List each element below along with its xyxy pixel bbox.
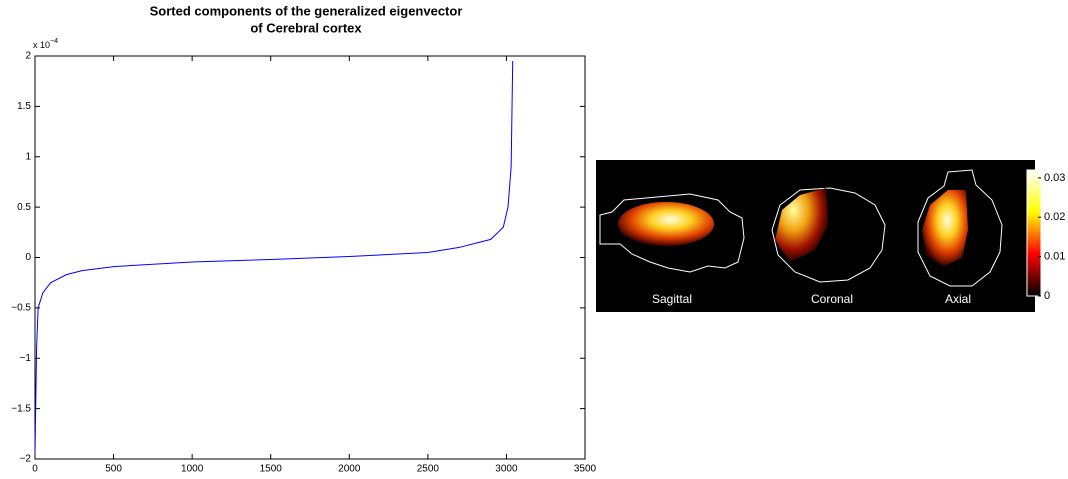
y-tick-label: 1.5: [17, 101, 31, 112]
colorbar-tick-label: 0: [1044, 290, 1050, 302]
colorbar-tick-label: 0.01: [1044, 251, 1065, 263]
chart-title: of Cerebral cortex: [250, 20, 362, 35]
brain-panel: Sagittal Coronal Axial: [596, 160, 1035, 312]
chart-title: Sorted components of the generalized eig…: [150, 3, 463, 18]
y-tick-label: 1: [25, 151, 31, 162]
colorbar-tick-label: 0.02: [1044, 211, 1065, 223]
x-tick-label: 2000: [338, 464, 361, 475]
x-tick-label: 1500: [260, 464, 283, 475]
x-tick-label: 0: [32, 464, 38, 475]
y-tick-label: −2: [20, 454, 32, 465]
x-tick-label: 500: [105, 464, 122, 475]
x-tick-label: 3000: [495, 464, 518, 475]
view-label: Axial: [945, 292, 971, 306]
colorbar: [1027, 170, 1041, 296]
y-multiplier-exponent: −4: [50, 38, 58, 45]
x-tick-label: 3500: [574, 464, 597, 475]
page: Sagittal Coronal Axial Sorted components…: [0, 0, 1068, 479]
y-tick-label: −0.5: [11, 303, 31, 314]
plot-frame: [35, 56, 585, 459]
y-tick-label: −1.5: [11, 403, 31, 414]
y-multiplier: x 10−4: [33, 38, 58, 51]
y-tick-label: 0: [25, 252, 31, 263]
x-tick-label: 2500: [417, 464, 440, 475]
data-line: [35, 61, 513, 454]
y-tick-label: −1: [20, 353, 32, 364]
view-label: Sagittal: [652, 292, 692, 306]
view-label: Coronal: [811, 292, 853, 306]
x-tick-label: 1000: [181, 464, 204, 475]
y-tick-label: 2: [25, 51, 31, 62]
sagittal-activation: [618, 202, 714, 246]
y-multiplier-base: x 10: [33, 40, 50, 50]
y-tick-label: 0.5: [17, 202, 31, 213]
colorbar-tick-label: 0.03: [1044, 172, 1065, 184]
